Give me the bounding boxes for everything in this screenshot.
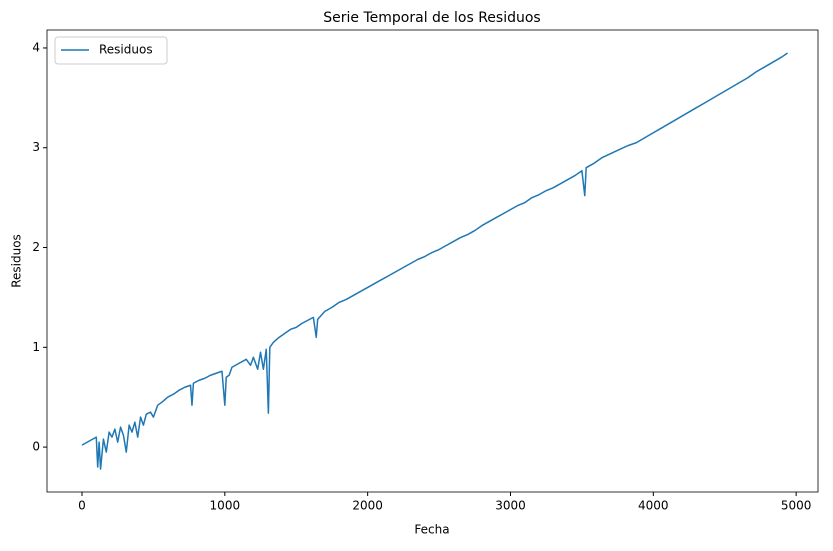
y-tick-label: 1: [32, 340, 40, 354]
legend-label: Residuos: [99, 43, 153, 57]
x-tick-label: 1000: [210, 499, 241, 513]
x-tick-label: 5000: [781, 499, 812, 513]
chart-title: Serie Temporal de los Residuos: [323, 10, 540, 26]
x-tick-label: 2000: [352, 499, 383, 513]
x-tick-label: 4000: [638, 499, 669, 513]
data-line: [81, 52, 789, 470]
y-tick-label: 2: [32, 240, 40, 254]
y-tick-label: 4: [32, 40, 40, 54]
y-tick-label: 3: [32, 140, 40, 154]
x-tick-label: 0: [78, 499, 86, 513]
y-tick-label: 0: [32, 440, 40, 454]
x-axis-label: Fecha: [414, 523, 449, 537]
plot-frame: [46, 29, 819, 493]
x-tick-label: 3000: [495, 499, 526, 513]
y-axis-label: Residuos: [10, 234, 24, 288]
legend-box: [54, 36, 168, 65]
